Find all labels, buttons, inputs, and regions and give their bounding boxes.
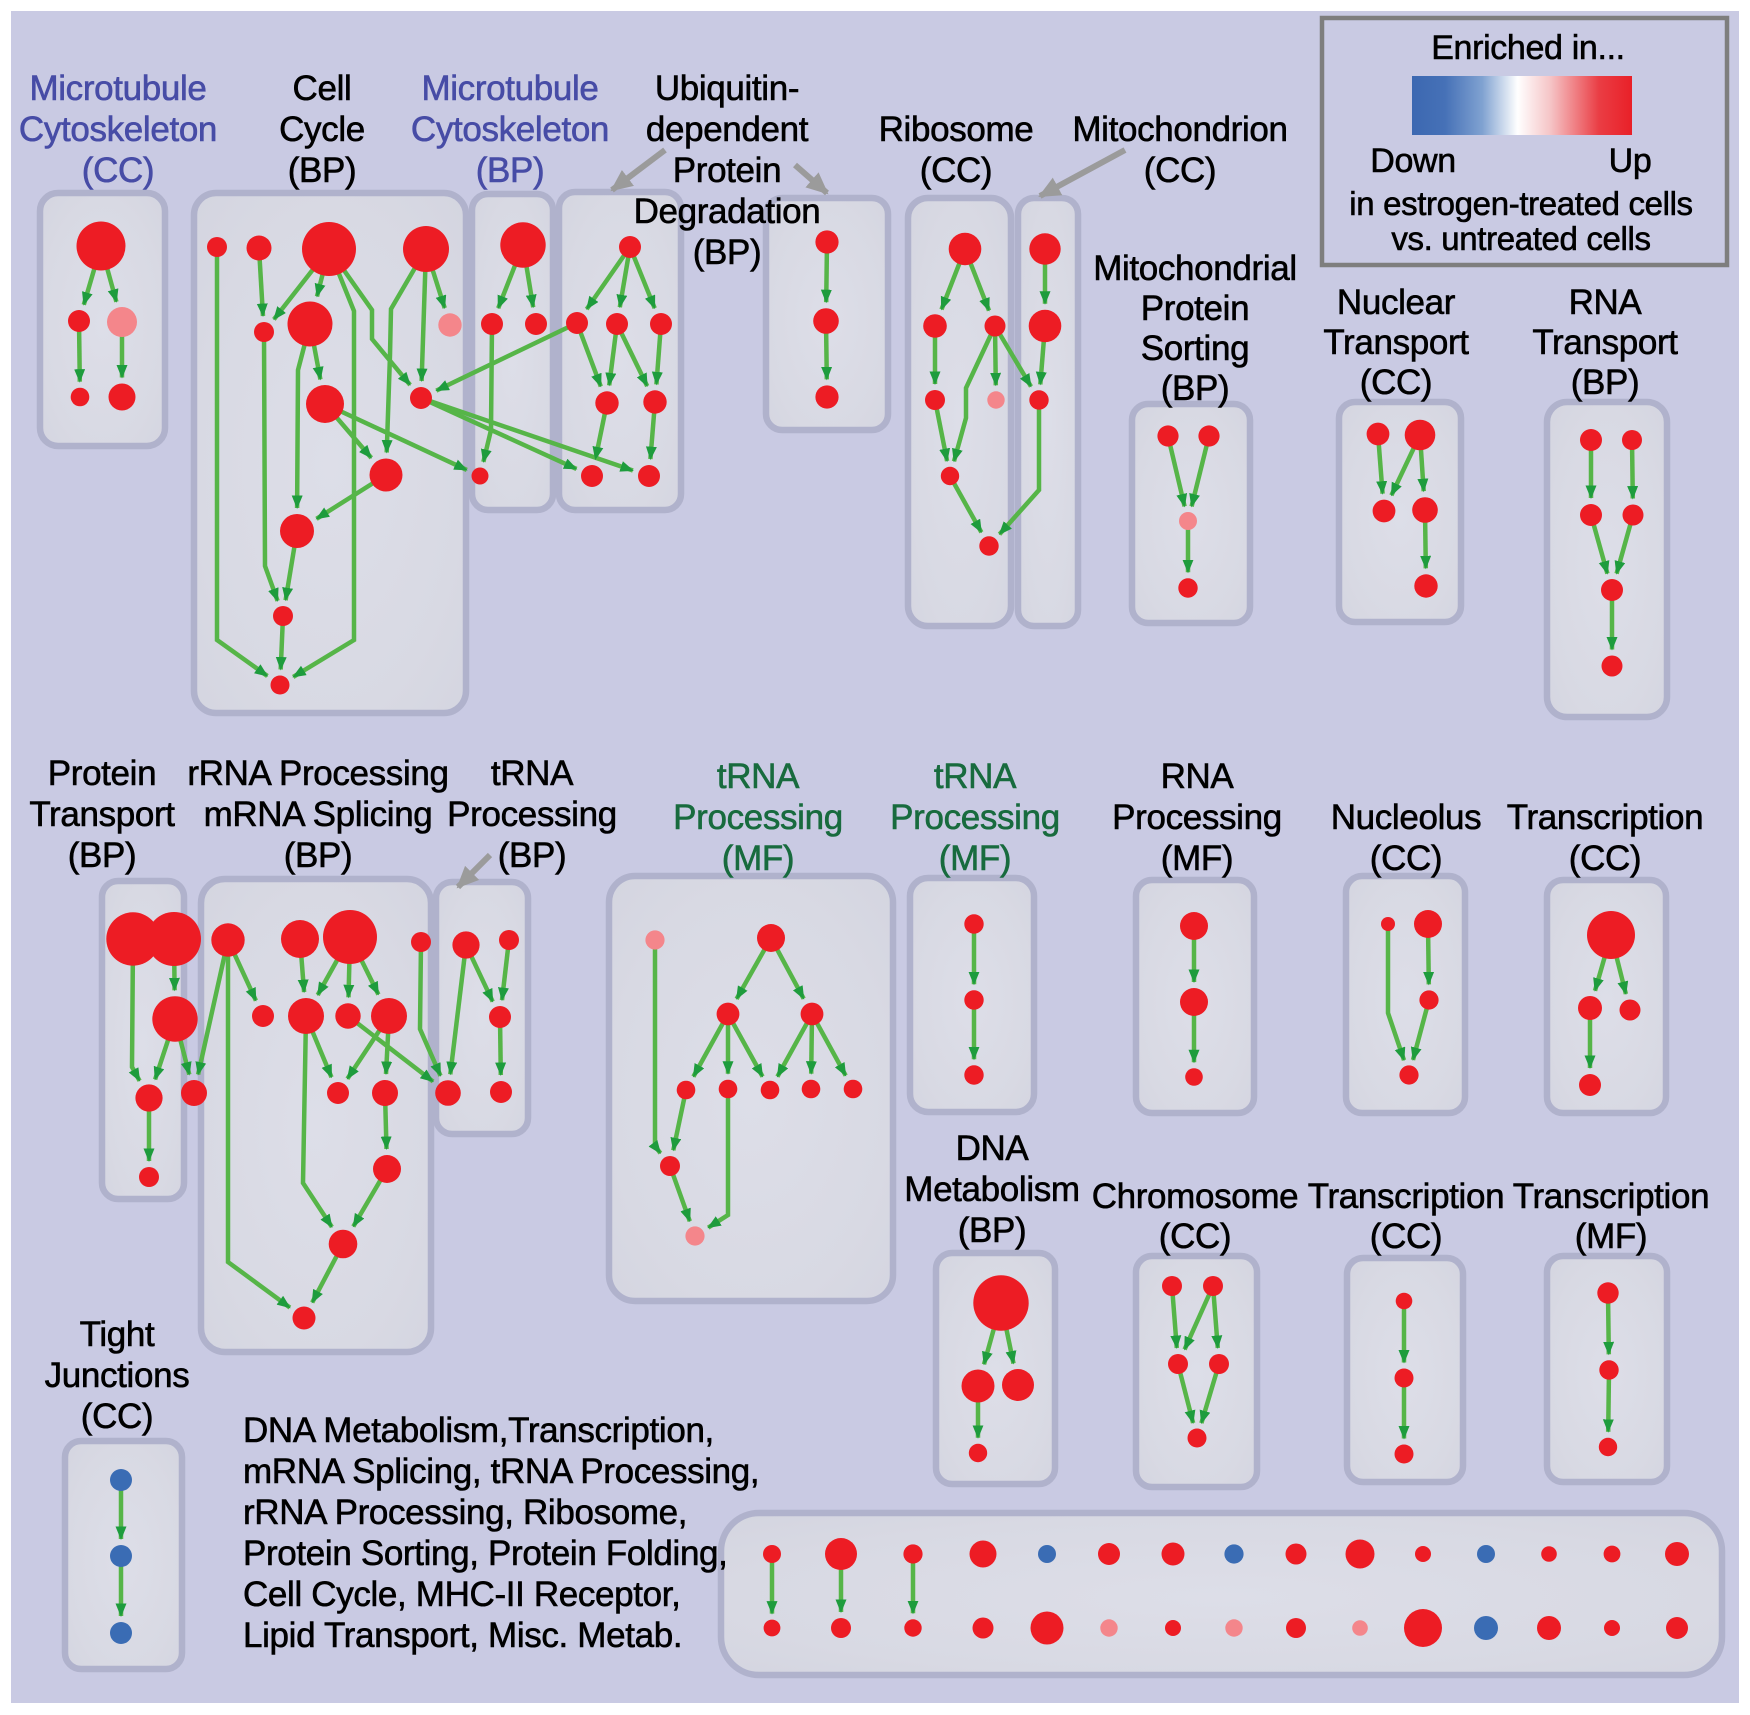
svg-text:mRNA Splicing, tRNA Processin: mRNA Splicing, tRNA Processing, (243, 1452, 759, 1491)
svg-text:Processing: Processing (1112, 798, 1282, 837)
svg-text:Transport: Transport (29, 795, 175, 834)
svg-text:Processing: Processing (673, 798, 843, 837)
svg-text:Ribosome: Ribosome (879, 110, 1034, 149)
svg-text:(BP): (BP) (68, 836, 137, 875)
svg-text:(CC): (CC) (81, 1397, 153, 1436)
svg-text:Cell: Cell (293, 69, 352, 108)
svg-text:Protein: Protein (1141, 289, 1249, 328)
svg-text:Chromosome: Chromosome (1092, 1177, 1299, 1216)
svg-text:Nucleolus: Nucleolus (1331, 798, 1482, 837)
svg-text:Up: Up (1609, 142, 1652, 180)
svg-text:Tight: Tight (80, 1315, 155, 1354)
svg-text:(MF): (MF) (722, 839, 794, 878)
svg-text:mRNA Splicing: mRNA Splicing (204, 795, 433, 834)
svg-text:Processing: Processing (890, 798, 1060, 837)
svg-text:(BP): (BP) (498, 836, 567, 875)
svg-text:Mitochondrion: Mitochondrion (1072, 110, 1287, 149)
svg-text:(BP): (BP) (284, 836, 353, 875)
svg-text:rRNA Processing: rRNA Processing (187, 754, 448, 793)
svg-text:(CC): (CC) (1370, 839, 1442, 878)
svg-text:(MF): (MF) (1161, 839, 1233, 878)
svg-text:Processing: Processing (447, 795, 617, 834)
svg-text:Transport: Transport (1323, 323, 1469, 362)
svg-text:Ubiquitin-: Ubiquitin- (655, 69, 799, 108)
svg-text:Junctions: Junctions (45, 1356, 190, 1395)
svg-text:tRNA: tRNA (717, 757, 800, 796)
svg-text:(BP): (BP) (1161, 369, 1230, 408)
svg-text:(BP): (BP) (476, 151, 545, 190)
svg-text:dependent: dependent (646, 110, 809, 149)
svg-text:Mitochondrial: Mitochondrial (1093, 249, 1297, 288)
svg-text:DNA Metabolism,Transcription,: DNA Metabolism,Transcription, (243, 1411, 714, 1450)
svg-text:tRNA: tRNA (934, 757, 1017, 796)
svg-text:DNA: DNA (956, 1129, 1030, 1168)
svg-text:(CC): (CC) (82, 151, 154, 190)
svg-text:Microtubule: Microtubule (29, 69, 206, 108)
svg-text:Metabolism: Metabolism (904, 1170, 1079, 1209)
svg-text:Cytoskeleton: Cytoskeleton (411, 110, 609, 149)
svg-text:Transcription: Transcription (1513, 1177, 1709, 1216)
svg-text:(MF): (MF) (939, 839, 1011, 878)
svg-text:(MF): (MF) (1575, 1217, 1647, 1256)
svg-text:Protein Sorting, Protein Foldi: Protein Sorting, Protein Folding, (243, 1534, 728, 1573)
svg-text:Lipid Transport, Misc. Metab.: Lipid Transport, Misc. Metab. (243, 1616, 682, 1655)
svg-text:Transcription: Transcription (1308, 1177, 1504, 1216)
svg-text:Down: Down (1370, 142, 1456, 180)
svg-text:Cell Cycle, MHC-II Receptor,: Cell Cycle, MHC-II Receptor, (243, 1575, 681, 1614)
svg-text:Cytoskeleton: Cytoskeleton (19, 110, 217, 149)
svg-text:(BP): (BP) (958, 1211, 1027, 1250)
svg-text:(CC): (CC) (1159, 1217, 1231, 1256)
svg-text:Microtubule: Microtubule (421, 69, 598, 108)
svg-text:tRNA: tRNA (491, 754, 574, 793)
svg-text:Cycle: Cycle (279, 110, 365, 149)
svg-text:Protein: Protein (673, 151, 781, 190)
svg-text:vs. untreated cells: vs. untreated cells (1391, 220, 1650, 257)
svg-text:Transport: Transport (1532, 323, 1678, 362)
svg-text:(BP): (BP) (693, 233, 762, 272)
svg-text:(CC): (CC) (1144, 151, 1216, 190)
svg-text:Sorting: Sorting (1141, 329, 1249, 368)
svg-text:RNA: RNA (1569, 283, 1643, 322)
svg-text:Protein: Protein (48, 754, 156, 793)
svg-text:(BP): (BP) (1571, 363, 1640, 402)
svg-text:Degradation: Degradation (634, 192, 821, 231)
svg-text:Transcription: Transcription (1507, 798, 1703, 837)
svg-text:(BP): (BP) (288, 151, 357, 190)
svg-text:Nuclear: Nuclear (1337, 283, 1456, 322)
svg-text:(CC): (CC) (920, 151, 992, 190)
svg-text:(CC): (CC) (1370, 1217, 1442, 1256)
svg-text:Enriched in...: Enriched in... (1431, 29, 1625, 67)
svg-text:(CC): (CC) (1569, 839, 1641, 878)
svg-text:rRNA Processing, Ribosome,: rRNA Processing, Ribosome, (243, 1493, 687, 1532)
svg-text:RNA: RNA (1161, 757, 1235, 796)
svg-text:(CC): (CC) (1360, 363, 1432, 402)
svg-text:in estrogen-treated cells: in estrogen-treated cells (1349, 185, 1692, 222)
